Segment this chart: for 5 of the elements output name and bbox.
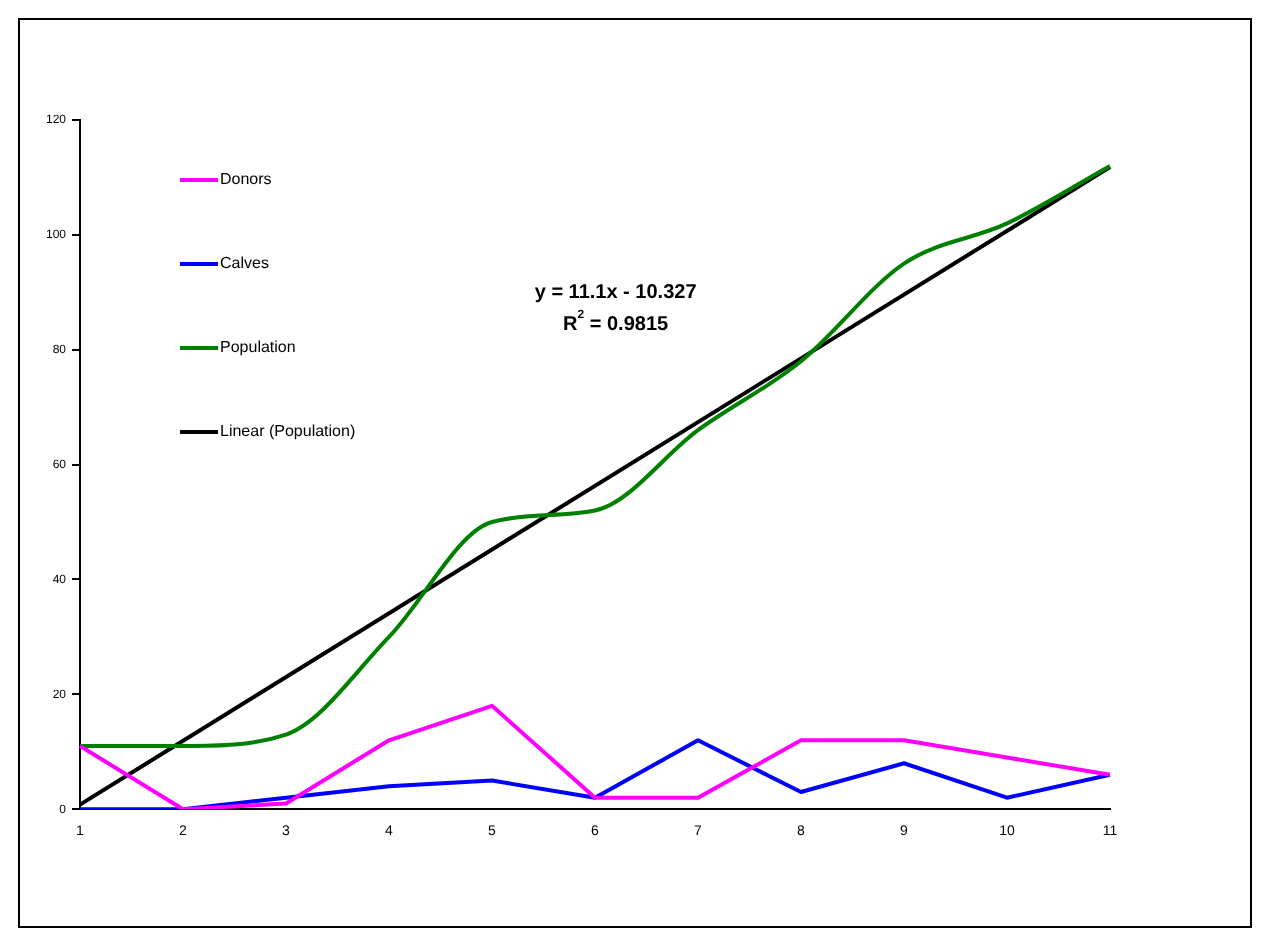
annotation: y = 11.1x - 10.327 — [534, 281, 698, 304]
legend-label: Calves — [220, 254, 269, 273]
legend-label: Donors — [220, 170, 272, 189]
legend-label: Linear (Population) — [220, 422, 356, 441]
legend-label: Population — [220, 338, 296, 357]
